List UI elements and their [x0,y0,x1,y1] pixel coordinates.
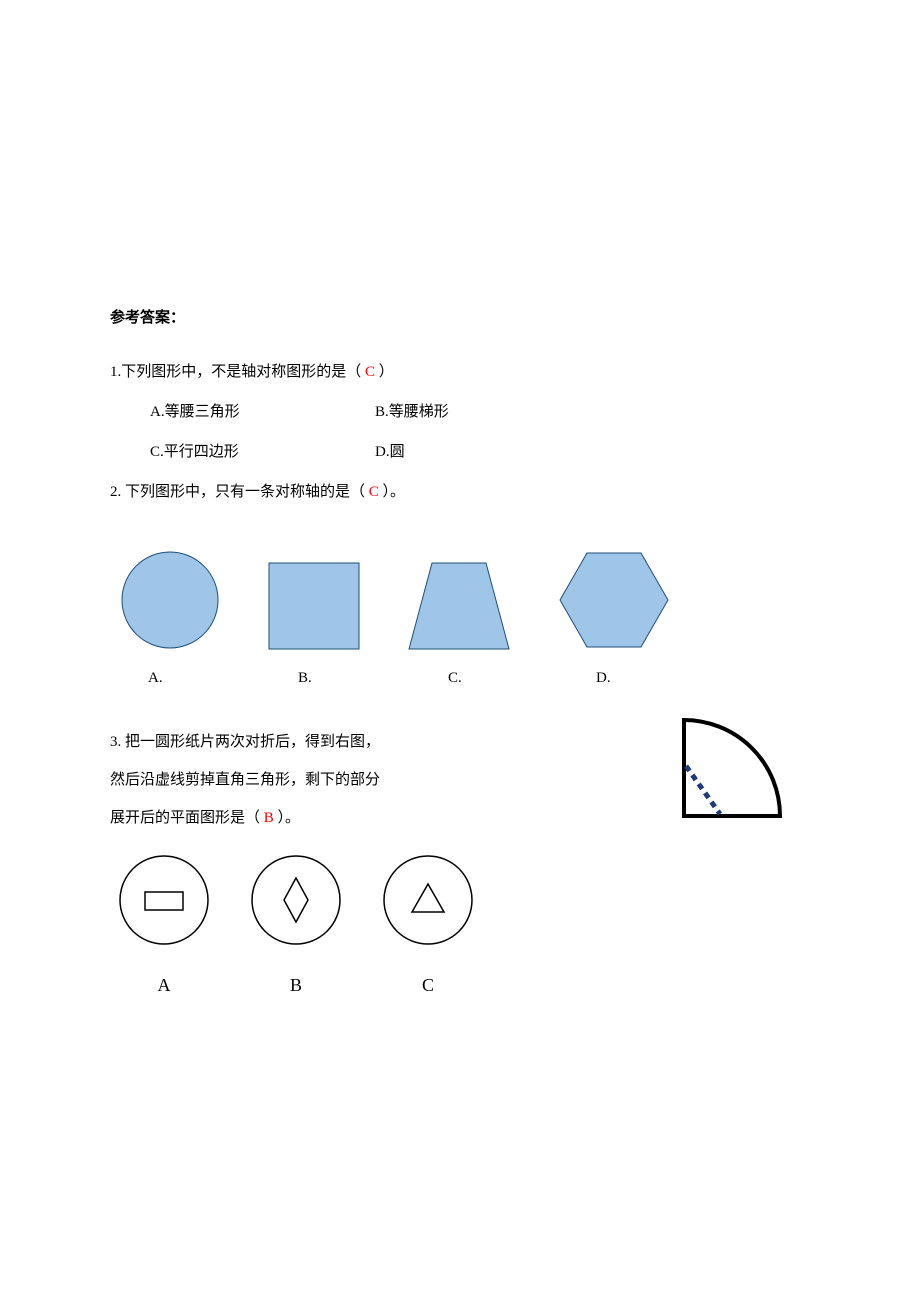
circle-with-triangle-icon [382,854,474,946]
q2-shape-trapezoid-col [408,562,510,650]
q1-option-d: D.圆 [375,434,405,470]
q1-option-b: B.等腰梯形 [375,394,449,430]
q3-option-b-col: B [250,854,342,1007]
q2-answer: C [369,484,383,500]
q2-shape-square-col [268,562,360,650]
answer-key-title: 参考答案： [110,300,810,336]
q3-quarter-circle-diagram [680,716,790,834]
square-icon [268,562,360,650]
q1-answer: C [365,364,379,380]
trapezoid-icon [408,562,510,650]
quarter-circle-icon [680,716,790,820]
circle-with-diamond-icon [250,854,342,946]
q1-options-row-1: A.等腰三角形 B.等腰梯形 [110,394,810,430]
q3-option-a-col: A [118,854,210,1007]
q2-label-a: A. [148,660,298,696]
q3-line3-prefix: 展开后的平面图形是（ [110,810,260,826]
q2-labels-row: A. B. C. D. [110,660,810,696]
q2-stem-suffix: ）。 [383,484,406,500]
q2-shapes-row [120,550,810,650]
q2-label-c: C. [448,660,596,696]
q3-option-a-label: A [158,964,171,1007]
q1-option-a: A.等腰三角形 [150,394,375,430]
circle-with-rectangle-icon [118,854,210,946]
q1-option-c: C.平行四边形 [150,434,375,470]
q2-shape-circle-col [120,550,220,650]
q3-option-b-label: B [290,964,302,1007]
q1-stem-prefix: 1.下列图形中，不是轴对称图形的是（ [110,364,361,380]
circle-icon [120,550,220,650]
q2-shape-hexagon-col [558,550,670,650]
q3-options-row: A B C [118,854,810,1007]
q3-line3-suffix: ）。 [278,810,301,826]
q3-answer: B [264,810,278,826]
q2-label-b: B. [298,660,448,696]
question-2: 2. 下列图形中，只有一条对称轴的是（ C ）。 [110,474,810,510]
q1-stem-suffix: ） [379,364,394,380]
q2-label-d: D. [596,660,611,696]
q1-options-row-2: C.平行四边形 D.圆 [110,434,810,470]
q3-option-c-col: C [382,854,474,1007]
question-3: 3. 把一圆形纸片两次对折后，得到右图， 然后沿虚线剪掉直角三角形，剩下的部分 … [110,724,810,1007]
q3-option-c-label: C [422,964,434,1007]
question-1: 1.下列图形中，不是轴对称图形的是（ C ） [110,354,810,390]
q2-stem-prefix: 2. 下列图形中，只有一条对称轴的是（ [110,484,365,500]
hexagon-icon [558,550,670,650]
